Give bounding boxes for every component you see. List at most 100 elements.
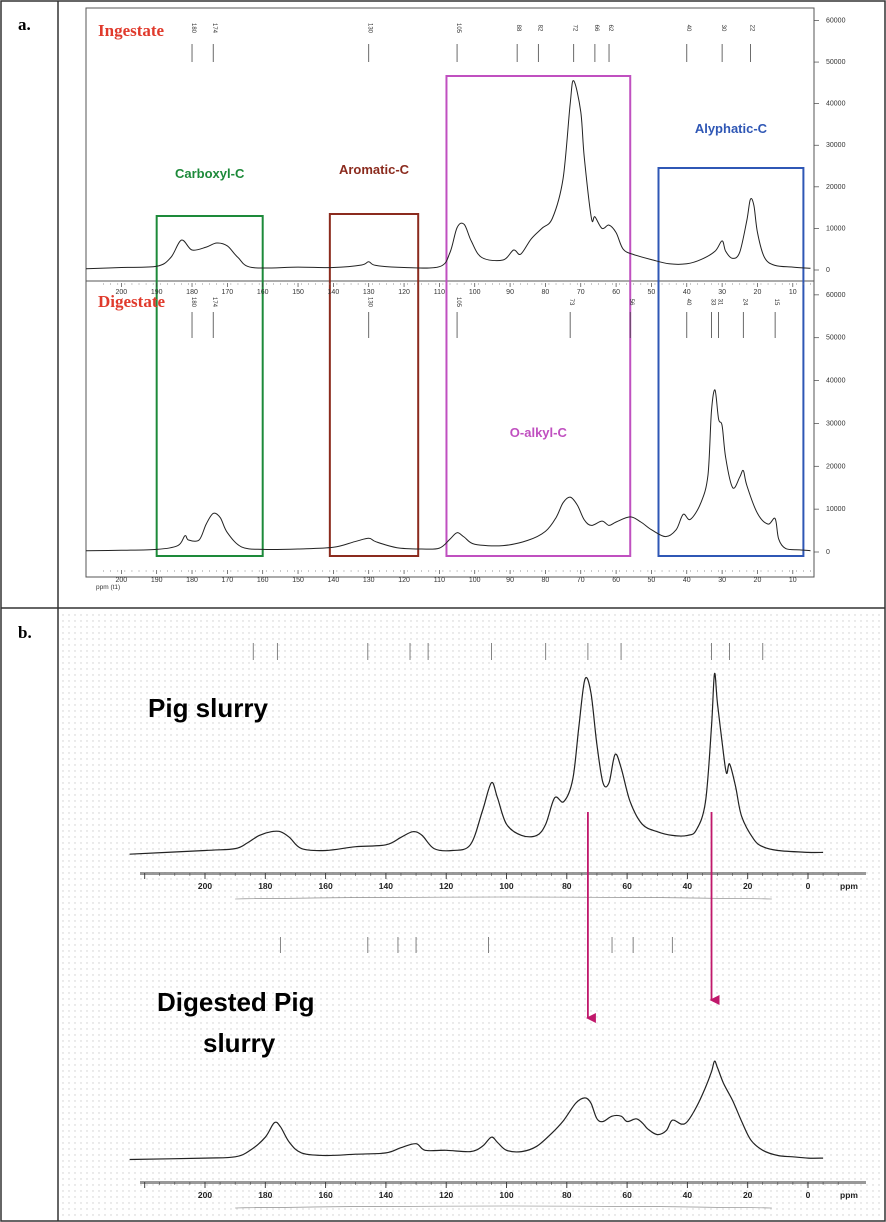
panel-a-regions: Carboxyl-C Aromatic-C O-alkyl-C Alyphatic-C — [155, 75, 805, 557]
panel-a-bottom-tick-label: 80 — [542, 577, 550, 584]
panel-a-peak-label: 88 — [515, 25, 521, 32]
panel-a-peak-label: 62 — [607, 25, 613, 32]
region-box-aromatic-c — [328, 213, 420, 557]
panel-a-mid-tick-label: 180 — [186, 289, 198, 296]
panel-a-mid-tick-label: 20 — [754, 289, 762, 296]
pig-slurry-title: Pig slurry — [148, 693, 268, 723]
panel-a-mid-tick-label: 200 — [115, 289, 127, 296]
panel-a-y-tick-label: 60000 — [826, 292, 846, 299]
panel-a-mid-tick-label: 190 — [151, 289, 163, 296]
panel-a-peak-label: 15 — [773, 299, 779, 306]
digested-pig-slurry-tick-label: 180 — [258, 1190, 272, 1200]
panel-a-peak-label: 105 — [455, 23, 461, 34]
panel-b-dot-background — [60, 610, 884, 1220]
panel-a-y-axis: 0 10000 20000 30000 40000 50000 60000 0 10000 200… — [814, 17, 846, 556]
pig-slurry-x-axis: 200 180 160 140 120 100 80 60 40 20 0 ppm — [140, 872, 866, 900]
panel-a-peak-label: 72 — [572, 25, 578, 32]
pig-slurry-tick-label: 120 — [439, 881, 453, 891]
ingestate-title: Ingestate — [98, 21, 165, 40]
panel-a-mid-tick-label: 160 — [257, 289, 269, 296]
panel-a-mid-tick-label: 10 — [789, 289, 797, 296]
panel-a-peak-label: 30 — [720, 25, 726, 32]
panel-a-peak-label: 33 — [710, 299, 716, 306]
panel-a-y-tick-label: 10000 — [826, 225, 846, 232]
panel-a-peak-label: 130 — [367, 297, 373, 308]
panel-a-bottom-tick-label: 10 — [789, 577, 797, 584]
panel-a-y-tick-label: 20000 — [826, 184, 846, 191]
digested-pig-slurry-tick-label: 140 — [379, 1190, 393, 1200]
pig-slurry-tick-label: 0 — [806, 881, 811, 891]
pig-slurry-tick-label: 100 — [499, 881, 513, 891]
pig-slurry-tick-label: 140 — [379, 881, 393, 891]
region-label-alyphatic-c: Alyphatic-C — [695, 121, 768, 136]
panel-a-peak-label: 56 — [628, 299, 634, 306]
panel-a-peak-label: 180 — [190, 23, 196, 34]
panel-a-y-tick-label: 60000 — [826, 17, 846, 24]
panel-a-bottom-tick-label: 140 — [328, 577, 340, 584]
pig-slurry-tick-label: 40 — [683, 881, 693, 891]
panel-a-y-tick-label: 30000 — [826, 420, 846, 427]
panel-a-bottom-tick-label: 160 — [257, 577, 269, 584]
panel-a-peak-label: 180 — [190, 297, 196, 308]
panel-a-bottom-tick-label: 90 — [506, 577, 514, 584]
digested-pig-slurry-x-axis: 200 180 160 140 120 100 80 60 40 20 0 ppm — [140, 1181, 866, 1209]
panel-a-y-tick-label: 50000 — [826, 59, 846, 66]
pig-slurry-unit: ppm — [840, 881, 858, 891]
panel-a-mid-tick-label: 170 — [222, 289, 234, 296]
panel-a-peak-label: 66 — [593, 25, 599, 32]
pig-slurry-tick-label: 20 — [743, 881, 753, 891]
pig-slurry-spectrum-line — [129, 672, 824, 855]
panel-a-y-tick-label: 0 — [826, 267, 830, 274]
panel-a-peak-labels: 180 174 130 105 88 82 72 66 62 40 30 22 180 174 130 105… — [190, 23, 779, 338]
panel-a-plot-frame — [85, 7, 815, 578]
panel-a-mid-tick-label: 130 — [363, 289, 375, 296]
digested-pig-slurry-tick-label: 40 — [683, 1190, 693, 1200]
digested-pig-slurry-title-line1: Digested Pig — [157, 987, 314, 1017]
panel-a-peak-label: 40 — [685, 25, 691, 32]
panel-a-bottom-tick-label: 20 — [754, 577, 762, 584]
panel-a-peak-label: 174 — [211, 23, 217, 34]
panel-a-bottom-tick-label: 130 — [363, 577, 375, 584]
panel-a-bottom-tick-label: 200 — [115, 577, 127, 584]
panel-a-mid-tick-label: 120 — [398, 289, 410, 296]
pig-slurry-tick-label: 180 — [258, 881, 272, 891]
panel-a-bottom-tick-label: 120 — [398, 577, 410, 584]
panel-a-peak-label: 40 — [685, 299, 691, 306]
panel-a-peak-label: 105 — [455, 297, 461, 308]
pig-slurry-tick-label: 160 — [319, 881, 333, 891]
panel-a-bottom-tick-label: 150 — [292, 577, 304, 584]
pig-slurry-tick-label: 80 — [562, 881, 572, 891]
panel-a-bottom-tick-label: 30 — [718, 577, 726, 584]
digested-pig-slurry-tick-label: 20 — [743, 1190, 753, 1200]
digested-pig-slurry-title-line2: slurry — [203, 1028, 276, 1058]
digested-pig-slurry-tick-label: 200 — [198, 1190, 212, 1200]
panel-a-bottom-tick-label: 70 — [577, 577, 585, 584]
panel-a-mid-tick-label: 90 — [506, 289, 514, 296]
panel-a-chart: Carboxyl-C Aromatic-C O-alkyl-C Alyphatic-C… — [85, 7, 846, 591]
digested-pig-slurry-tick-label: 120 — [439, 1190, 453, 1200]
panel-a-mid-tick-label: 60 — [612, 289, 620, 296]
region-label-carboxyl-c: Carboxyl-C — [175, 166, 245, 181]
panel-a-bottom-tick-label: 50 — [648, 577, 656, 584]
pig-slurry-tick-marks — [252, 643, 764, 660]
panel-a-mid-tick-label: 80 — [542, 289, 550, 296]
digested-pig-slurry-tick-label: 80 — [562, 1190, 572, 1200]
panel-a-mid-tick-label: 140 — [328, 289, 340, 296]
panel-a-peak-label: 82 — [536, 25, 542, 32]
panel-a-mid-tick-label: 150 — [292, 289, 304, 296]
digested-pig-slurry-tick-label: 100 — [499, 1190, 513, 1200]
panel-a-peak-label: 73 — [568, 299, 574, 306]
panel-a-mid-tick-label: 110 — [434, 289, 445, 296]
ingestate-spectrum-line — [85, 80, 811, 270]
pig-slurry-tick-label: 200 — [198, 881, 212, 891]
panel-a-y-tick-label: 40000 — [826, 101, 846, 108]
panel-a-bottom-tick-label: 100 — [469, 577, 481, 584]
digested-pig-slurry-unit: ppm — [840, 1190, 858, 1200]
panel-a-peak-label: 22 — [748, 25, 754, 32]
panel-a-y-tick-label: 20000 — [826, 463, 846, 470]
panel-b-label: b. — [18, 623, 32, 642]
digestate-spectrum-line — [85, 389, 811, 552]
panel-a-mid-tick-label: 100 — [469, 289, 481, 296]
